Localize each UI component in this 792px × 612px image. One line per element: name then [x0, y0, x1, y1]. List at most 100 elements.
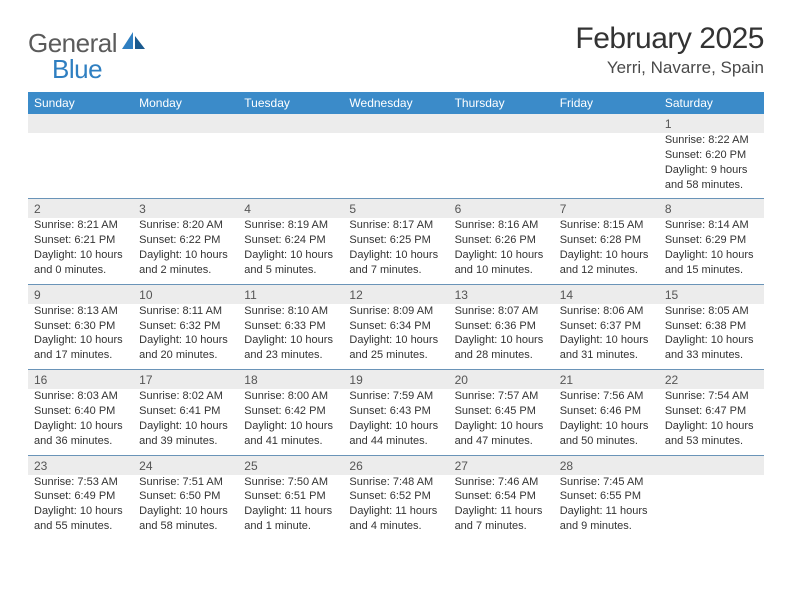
- calendar-table: Sunday Monday Tuesday Wednesday Thursday…: [28, 92, 764, 540]
- sunset-text: Sunset: 6:54 PM: [455, 489, 548, 504]
- day-number: [659, 455, 764, 475]
- location: Yerri, Navarre, Spain: [575, 58, 764, 78]
- daylight-text-1: Daylight: 10 hours: [665, 333, 758, 348]
- day-cell: Sunrise: 8:10 AMSunset: 6:33 PMDaylight:…: [238, 304, 343, 370]
- day-number: 28: [554, 455, 659, 475]
- day-number: 14: [554, 284, 659, 304]
- sunrise-text: Sunrise: 8:15 AM: [560, 218, 653, 233]
- day-cell: Sunrise: 8:16 AMSunset: 6:26 PMDaylight:…: [449, 218, 554, 284]
- daylight-text-2: and 55 minutes.: [34, 519, 127, 534]
- sunset-text: Sunset: 6:51 PM: [244, 489, 337, 504]
- day-details: Sunrise: 8:02 AMSunset: 6:41 PMDaylight:…: [139, 389, 232, 448]
- day-number: 3: [133, 199, 238, 219]
- sunrise-text: Sunrise: 8:02 AM: [139, 389, 232, 404]
- day-header: Monday: [133, 92, 238, 114]
- sail-icon: [121, 30, 147, 57]
- daylight-text-1: Daylight: 10 hours: [349, 419, 442, 434]
- day-cell: Sunrise: 8:17 AMSunset: 6:25 PMDaylight:…: [343, 218, 448, 284]
- week-number-row: 2345678: [28, 199, 764, 219]
- sunrise-text: Sunrise: 8:16 AM: [455, 218, 548, 233]
- day-number: 15: [659, 284, 764, 304]
- sunrise-text: Sunrise: 7:51 AM: [139, 475, 232, 490]
- daylight-text-1: Daylight: 10 hours: [34, 333, 127, 348]
- sunrise-text: Sunrise: 8:14 AM: [665, 218, 758, 233]
- day-cell: Sunrise: 8:13 AMSunset: 6:30 PMDaylight:…: [28, 304, 133, 370]
- daylight-text-1: Daylight: 10 hours: [244, 333, 337, 348]
- day-details: Sunrise: 8:15 AMSunset: 6:28 PMDaylight:…: [560, 218, 653, 277]
- day-number: 5: [343, 199, 448, 219]
- sunrise-text: Sunrise: 8:00 AM: [244, 389, 337, 404]
- week-number-row: 16171819202122: [28, 370, 764, 390]
- day-cell: [343, 133, 448, 199]
- daylight-text-2: and 5 minutes.: [244, 263, 337, 278]
- sunrise-text: Sunrise: 8:22 AM: [665, 133, 758, 148]
- daylight-text-1: Daylight: 10 hours: [349, 248, 442, 263]
- day-details: Sunrise: 7:54 AMSunset: 6:47 PMDaylight:…: [665, 389, 758, 448]
- daylight-text-2: and 10 minutes.: [455, 263, 548, 278]
- day-cell: Sunrise: 8:02 AMSunset: 6:41 PMDaylight:…: [133, 389, 238, 455]
- sunset-text: Sunset: 6:42 PM: [244, 404, 337, 419]
- day-number: 25: [238, 455, 343, 475]
- sunset-text: Sunset: 6:24 PM: [244, 233, 337, 248]
- sunrise-text: Sunrise: 8:10 AM: [244, 304, 337, 319]
- sunrise-text: Sunrise: 8:05 AM: [665, 304, 758, 319]
- day-number: [554, 114, 659, 133]
- daylight-text-2: and 36 minutes.: [34, 434, 127, 449]
- day-details: Sunrise: 7:48 AMSunset: 6:52 PMDaylight:…: [349, 475, 442, 534]
- day-details: Sunrise: 8:00 AMSunset: 6:42 PMDaylight:…: [244, 389, 337, 448]
- day-cell: Sunrise: 7:50 AMSunset: 6:51 PMDaylight:…: [238, 475, 343, 540]
- sunset-text: Sunset: 6:50 PM: [139, 489, 232, 504]
- day-cell: Sunrise: 8:09 AMSunset: 6:34 PMDaylight:…: [343, 304, 448, 370]
- daylight-text-1: Daylight: 10 hours: [560, 248, 653, 263]
- day-details: Sunrise: 7:56 AMSunset: 6:46 PMDaylight:…: [560, 389, 653, 448]
- day-cell: Sunrise: 8:00 AMSunset: 6:42 PMDaylight:…: [238, 389, 343, 455]
- day-cell: Sunrise: 8:22 AMSunset: 6:20 PMDaylight:…: [659, 133, 764, 199]
- daylight-text-2: and 7 minutes.: [349, 263, 442, 278]
- day-number: 24: [133, 455, 238, 475]
- daylight-text-1: Daylight: 10 hours: [455, 248, 548, 263]
- day-cell: Sunrise: 7:56 AMSunset: 6:46 PMDaylight:…: [554, 389, 659, 455]
- sunset-text: Sunset: 6:36 PM: [455, 319, 548, 334]
- day-cell: Sunrise: 7:59 AMSunset: 6:43 PMDaylight:…: [343, 389, 448, 455]
- sunrise-text: Sunrise: 7:54 AM: [665, 389, 758, 404]
- sunrise-text: Sunrise: 8:11 AM: [139, 304, 232, 319]
- sunset-text: Sunset: 6:21 PM: [34, 233, 127, 248]
- day-header: Thursday: [449, 92, 554, 114]
- day-number: 6: [449, 199, 554, 219]
- day-details: Sunrise: 8:10 AMSunset: 6:33 PMDaylight:…: [244, 304, 337, 363]
- daylight-text-1: Daylight: 10 hours: [139, 504, 232, 519]
- daylight-text-1: Daylight: 10 hours: [455, 419, 548, 434]
- sunrise-text: Sunrise: 7:45 AM: [560, 475, 653, 490]
- day-cell: Sunrise: 8:20 AMSunset: 6:22 PMDaylight:…: [133, 218, 238, 284]
- sunrise-text: Sunrise: 8:20 AM: [139, 218, 232, 233]
- week-number-row: 9101112131415: [28, 284, 764, 304]
- day-cell: [659, 475, 764, 540]
- day-number: [133, 114, 238, 133]
- sunset-text: Sunset: 6:45 PM: [455, 404, 548, 419]
- day-cell: [238, 133, 343, 199]
- day-number: 23: [28, 455, 133, 475]
- daylight-text-1: Daylight: 11 hours: [455, 504, 548, 519]
- sunset-text: Sunset: 6:25 PM: [349, 233, 442, 248]
- week-content-row: Sunrise: 8:13 AMSunset: 6:30 PMDaylight:…: [28, 304, 764, 370]
- week-number-row: 1: [28, 114, 764, 133]
- day-cell: Sunrise: 8:19 AMSunset: 6:24 PMDaylight:…: [238, 218, 343, 284]
- day-header: Tuesday: [238, 92, 343, 114]
- daylight-text-1: Daylight: 10 hours: [139, 419, 232, 434]
- day-details: Sunrise: 8:06 AMSunset: 6:37 PMDaylight:…: [560, 304, 653, 363]
- day-details: Sunrise: 8:07 AMSunset: 6:36 PMDaylight:…: [455, 304, 548, 363]
- day-details: Sunrise: 8:19 AMSunset: 6:24 PMDaylight:…: [244, 218, 337, 277]
- daylight-text-2: and 41 minutes.: [244, 434, 337, 449]
- sunset-text: Sunset: 6:47 PM: [665, 404, 758, 419]
- day-number: 7: [554, 199, 659, 219]
- day-cell: Sunrise: 7:51 AMSunset: 6:50 PMDaylight:…: [133, 475, 238, 540]
- daylight-text-2: and 58 minutes.: [139, 519, 232, 534]
- daylight-text-1: Daylight: 10 hours: [139, 248, 232, 263]
- day-cell: Sunrise: 8:03 AMSunset: 6:40 PMDaylight:…: [28, 389, 133, 455]
- day-cell: Sunrise: 8:14 AMSunset: 6:29 PMDaylight:…: [659, 218, 764, 284]
- daylight-text-1: Daylight: 10 hours: [560, 419, 653, 434]
- day-number: 26: [343, 455, 448, 475]
- daylight-text-2: and 7 minutes.: [455, 519, 548, 534]
- day-details: Sunrise: 8:11 AMSunset: 6:32 PMDaylight:…: [139, 304, 232, 363]
- sunset-text: Sunset: 6:38 PM: [665, 319, 758, 334]
